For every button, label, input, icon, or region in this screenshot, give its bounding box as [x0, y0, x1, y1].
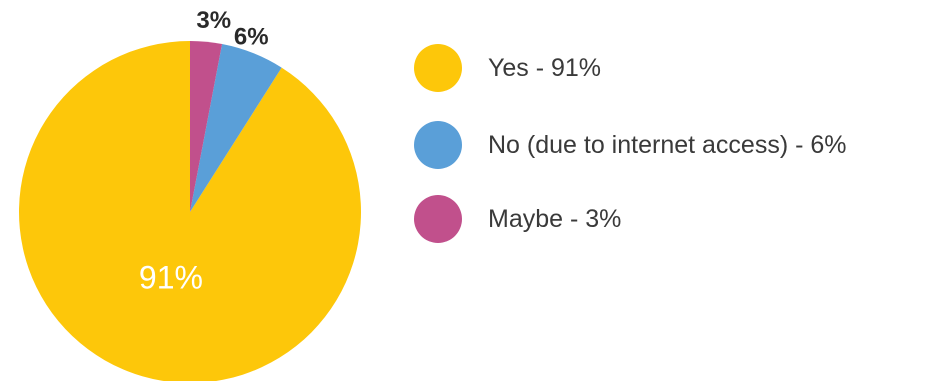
legend-label-maybe: Maybe - 3% [488, 204, 622, 233]
value-label-yes: 91% [139, 260, 203, 296]
pie-slice-no [190, 44, 282, 212]
pie-slice-maybe [190, 41, 223, 212]
legend-label-yes: Yes - 91% [488, 53, 602, 82]
legend-item-maybe: Maybe - 3% [414, 195, 621, 243]
pie-slice-yes [19, 41, 361, 381]
legend-item-no: No (due to internet access) - 6% [414, 121, 847, 169]
legend-swatch-yes [414, 44, 462, 92]
legend-label-no: No (due to internet access) - 6% [488, 130, 847, 159]
value-label-no: 6% [234, 24, 269, 51]
legend-swatch-maybe [414, 195, 462, 243]
legend-swatch-no [414, 121, 462, 169]
value-label-maybe: 3% [196, 7, 231, 34]
legend-item-yes: Yes - 91% [414, 44, 601, 92]
